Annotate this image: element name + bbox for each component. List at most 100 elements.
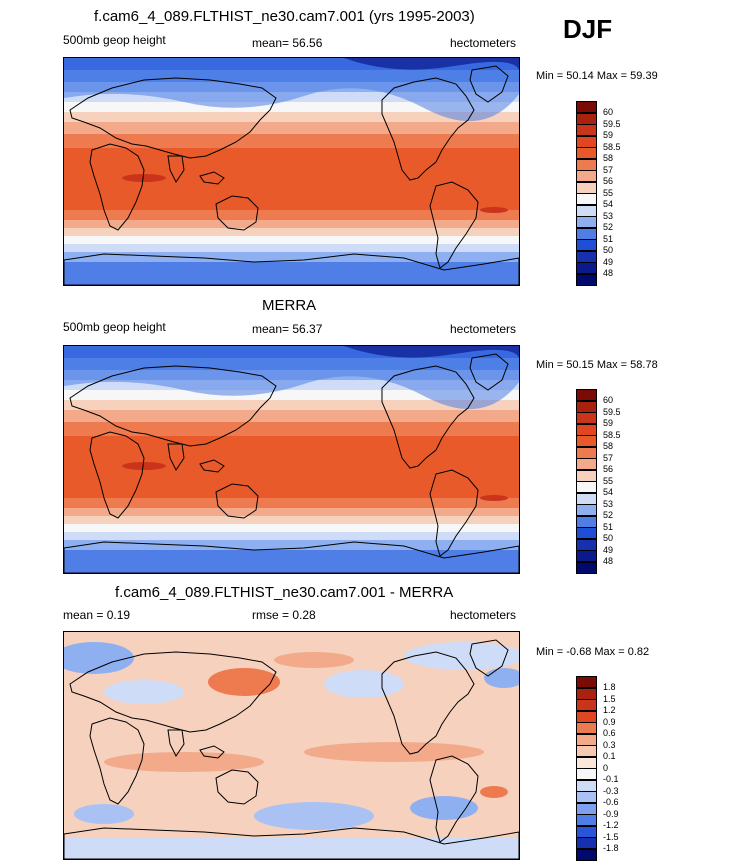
- panel-1-title: f.cam6_4_089.FLTHIST_ne30.cam7.001 (yrs …: [94, 8, 475, 25]
- coastline: [64, 541, 519, 573]
- panel-2-units-label: hectometers: [450, 322, 517, 336]
- coastline: [89, 431, 145, 519]
- contour-band: [64, 550, 519, 573]
- colorbar-swatch: [576, 273, 597, 286]
- panel-2-minmax: Min = 50.15 Max = 58.78: [536, 359, 658, 371]
- colorbar-tick-label: -0.9: [603, 808, 619, 819]
- colorbar-swatch: [576, 250, 597, 263]
- colorbar-tick-label: 53: [603, 498, 614, 509]
- contour-band: [64, 498, 519, 509]
- contour-band: [324, 670, 404, 698]
- contour-band: [104, 680, 184, 704]
- contour-band: [64, 228, 519, 237]
- colorbar-swatch: [576, 481, 597, 493]
- colorbar-swatch: [576, 446, 597, 459]
- colorbar-swatch: [576, 170, 597, 182]
- colorbar-tick-label: 58: [603, 153, 614, 163]
- contour-band: [64, 244, 519, 253]
- coastline: [469, 65, 509, 103]
- colorbar-swatch: [576, 469, 597, 482]
- contour-band: [64, 220, 519, 229]
- contour-band: [64, 524, 519, 533]
- contour-band: [208, 668, 280, 696]
- colorbar-tick-label: 1.5: [603, 693, 616, 704]
- coastline: [167, 729, 185, 757]
- contour-band: [64, 508, 519, 517]
- colorbar-swatch: [576, 687, 597, 700]
- colorbar-swatch: [576, 423, 597, 436]
- colorbar-swatch: [576, 791, 597, 803]
- colorbar-swatch: [576, 492, 597, 505]
- coastline: [469, 353, 509, 391]
- colorbar-tick-label: -1.5: [603, 831, 619, 842]
- coastline: [167, 443, 185, 471]
- colorbar-tick-label: 54: [603, 487, 614, 497]
- colorbar-swatch: [576, 722, 597, 734]
- colorbar-swatch: [576, 561, 597, 574]
- contour-band: [64, 422, 519, 437]
- colorbar-tick-label: 57: [603, 452, 614, 463]
- colorbar-swatch: [576, 504, 597, 516]
- panel-1-minmax: Min = 50.14 Max = 59.39: [536, 70, 658, 82]
- season-label: DJF: [563, 14, 613, 44]
- obs-map: [63, 345, 520, 574]
- colorbar-tick-label: 51: [603, 521, 614, 532]
- panel-3-minmax: Min = -0.68 Max = 0.82: [536, 646, 650, 658]
- contour-band: [254, 802, 374, 830]
- panel-3-mean-label: mean = 0.19: [63, 608, 131, 622]
- colorbar-swatch: [576, 676, 597, 688]
- coastline: [64, 253, 519, 285]
- coastline: [381, 77, 475, 181]
- colorbar-swatch: [576, 435, 597, 447]
- colorbar-swatch: [576, 124, 597, 136]
- colorbar-swatch: [576, 181, 597, 194]
- colorbar-tick-label: 0.9: [603, 716, 616, 727]
- coastline: [69, 77, 277, 159]
- coastline: [429, 181, 479, 269]
- colorbar-swatch: [576, 227, 597, 240]
- colorbar-swatch: [576, 710, 597, 723]
- colorbar-swatch: [576, 745, 597, 757]
- colorbar-tick-label: 58.5: [603, 141, 621, 152]
- coastline: [215, 195, 259, 231]
- panel-1-variable-label: 500mb geop height: [63, 33, 166, 47]
- contour-band: [480, 786, 508, 798]
- colorbar-swatch: [576, 538, 597, 551]
- difference-map: [63, 631, 520, 860]
- coastline: [469, 639, 509, 677]
- coastline: [381, 365, 475, 469]
- coastline: [89, 717, 145, 805]
- colorbar-tick-label: 58: [603, 441, 614, 451]
- contour-band: [64, 346, 519, 410]
- coastline: [429, 755, 479, 843]
- colorbar-swatch: [576, 515, 597, 528]
- contour-band: [274, 652, 354, 668]
- contour-band: [404, 642, 519, 670]
- colorbar-swatch: [576, 848, 597, 861]
- colorbar-tick-label: -1.8: [603, 843, 619, 853]
- contour-band: [64, 262, 519, 285]
- coastline: [69, 651, 277, 733]
- colorbar-swatch: [576, 216, 597, 228]
- contour-band: [104, 752, 264, 772]
- colorbar-tick-label: 57: [603, 164, 614, 175]
- colorbar-tick-label: 0.3: [603, 739, 616, 750]
- colorbar-swatch: [576, 204, 597, 217]
- coastline: [89, 143, 145, 231]
- colorbar-swatch: [576, 779, 597, 792]
- model-map-svg: [64, 58, 519, 285]
- contour-band: [64, 532, 519, 541]
- contour-band: [64, 516, 519, 525]
- contour-band: [64, 400, 519, 411]
- difference-map-svg: [64, 632, 519, 859]
- coastline: [69, 365, 277, 447]
- coastline: [429, 469, 479, 557]
- panel-3-units-label: hectometers: [450, 608, 517, 622]
- coastline: [199, 459, 225, 473]
- colorbar-swatch: [576, 158, 597, 171]
- contour-band: [64, 122, 519, 135]
- colorbar-tick-label: 58.5: [603, 429, 621, 440]
- contour-band: [344, 58, 519, 70]
- colorbar-tick-label: 48: [603, 268, 614, 278]
- contour-band: [64, 410, 519, 423]
